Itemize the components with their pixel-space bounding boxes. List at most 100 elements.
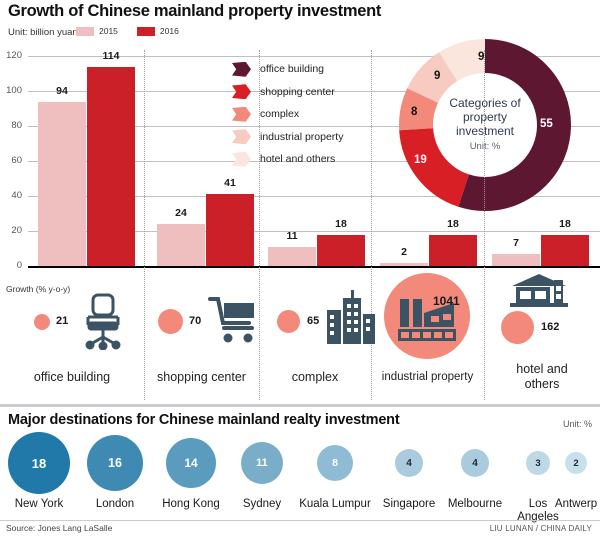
category-legend-label: complex <box>260 108 300 121</box>
footer-divider <box>0 520 600 521</box>
growth-cell-complex: 65 <box>259 282 375 358</box>
bottom-unit-label: Unit: % <box>562 419 592 429</box>
buildings-icon <box>325 290 377 351</box>
growth-value-industrial-property: 1041 <box>433 294 460 308</box>
gridline-80 <box>28 126 600 127</box>
destination-value: 14 <box>184 456 198 470</box>
ytick-80: 80 <box>11 120 22 131</box>
destination-value: 8 <box>332 457 338 469</box>
destination-london: 16 London <box>78 432 152 514</box>
hotel-icon <box>510 274 568 313</box>
gridline-120 <box>28 56 600 57</box>
growth-cell-office-building: 21 <box>0 282 144 358</box>
bar-value-2015-industrial-property: 2 <box>401 246 407 258</box>
destination-sydney: 11 Sydney <box>230 432 294 514</box>
factory-icon <box>398 295 456 346</box>
donut-value-industrial-property: 9 <box>434 70 441 82</box>
column-separator-4 <box>484 50 485 400</box>
destination-bubble: 11 <box>241 442 283 484</box>
destination-name: Hong Kong <box>162 498 220 510</box>
marker-shopping-center-icon <box>232 84 251 100</box>
category-name-text: industrial property <box>381 371 474 383</box>
growth-bubble-hotel-and-others <box>501 311 534 344</box>
growth-value-complex: 65 <box>307 315 320 327</box>
legend-label-2015: 2015 <box>99 26 118 36</box>
bar-2016-industrial-property <box>429 234 477 266</box>
column-separator-2 <box>259 50 260 400</box>
bar-2015-office-building <box>38 101 86 266</box>
ytick-100: 100 <box>6 85 22 96</box>
bar-2016-office-building <box>87 66 135 266</box>
marker-hotel-and-others-icon <box>232 151 251 167</box>
destination-name: Los Angeles <box>517 498 559 523</box>
destination-los-angeles: 3 Los Angeles <box>508 432 568 523</box>
destination-name: New York <box>14 498 64 510</box>
office-chair-icon <box>76 292 130 355</box>
category-name-row: office building shopping center complex … <box>0 358 600 402</box>
gridline-20 <box>28 231 600 232</box>
growth-axis-label: Growth (% y-o-y) <box>6 284 71 294</box>
section-divider <box>0 404 600 407</box>
page-title: Growth of Chinese mainland property inve… <box>8 2 382 20</box>
ytick-120: 120 <box>6 50 22 61</box>
category-name-text: complex <box>291 370 339 384</box>
category-legend-label: office building <box>260 63 325 76</box>
destination-name: London <box>95 498 135 510</box>
destination-value: 4 <box>406 457 412 469</box>
donut-title-line3: investment <box>455 123 515 138</box>
category-name-text-2: others <box>524 376 560 391</box>
category-legend-item-complex: complex <box>232 103 343 126</box>
bar-value-2015-shopping-center: 24 <box>175 207 187 219</box>
destination-value: 16 <box>108 456 122 470</box>
category-name-text: hotel and <box>516 362 568 376</box>
category-name-complex: complex <box>259 370 371 385</box>
category-legend-label: hotel and others <box>260 153 336 166</box>
legend-label-2016: 2016 <box>159 26 179 36</box>
column-separator-3 <box>371 50 372 400</box>
destination-name: Kuala Lumpur <box>299 498 371 510</box>
growth-cell-shopping-center: 70 <box>144 282 259 358</box>
category-legend-label: industrial property <box>260 130 344 143</box>
donut-title-line2: property <box>462 110 508 125</box>
shopping-cart-icon <box>208 294 258 349</box>
category-legend-item-industrial-property: industrial property <box>232 126 343 149</box>
gridline-100 <box>28 91 600 92</box>
donut-svg <box>399 39 571 211</box>
destination-bubble: 14 <box>166 438 216 488</box>
x-axis-baseline <box>28 266 600 268</box>
destination-value: 3 <box>535 457 541 469</box>
bar-2015-complex <box>268 246 316 266</box>
donut-value-shopping-center: 19 <box>414 154 427 166</box>
ytick-0: 0 <box>16 260 22 271</box>
destination-antwerp: 2 Antwerp <box>552 432 600 514</box>
bar-2016-shopping-center <box>206 194 254 266</box>
destination-name: Singapore <box>382 498 436 510</box>
destination-bubble: 4 <box>461 449 489 477</box>
bar-2015-industrial-property <box>380 262 428 266</box>
ytick-60: 60 <box>11 155 22 166</box>
growth-value-shopping-center: 70 <box>189 315 202 327</box>
donut-unit-label: Unit: % <box>469 140 501 152</box>
legend-swatch-2016 <box>136 26 155 36</box>
marker-industrial-property-icon <box>232 129 251 145</box>
destination-singapore: 4 Singapore <box>376 432 442 514</box>
category-name-shopping-center: shopping center <box>144 370 259 385</box>
marker-office-building-icon <box>232 61 251 77</box>
bar-chart: 120 100 80 60 40 20 0 94 114 24 41 11 18… <box>0 44 600 278</box>
growth-cell-industrial-property: 1041 <box>371 273 484 359</box>
destination-hong-kong: 14 Hong Kong <box>152 432 230 514</box>
bar-2015-hotel-and-others <box>492 253 540 266</box>
legend-swatch-2015 <box>76 26 94 36</box>
growth-bubble-complex <box>277 310 300 333</box>
bar-2015-shopping-center <box>157 224 205 266</box>
destination-bubble: 4 <box>395 449 423 477</box>
gridline-40 <box>28 196 600 197</box>
bar-value-2016-office-building: 114 <box>102 50 120 62</box>
bar-value-2015-office-building: 94 <box>56 85 68 97</box>
credit-label: LIU LUNAN / CHINA DAILY <box>489 524 592 533</box>
ytick-20: 20 <box>11 225 22 236</box>
bar-value-2016-industrial-property: 18 <box>447 218 459 230</box>
category-legend-item-shopping-center: shopping center <box>232 81 343 104</box>
bottom-section-title: Major destinations for Chinese mainland … <box>8 412 400 428</box>
destination-value: 2 <box>573 457 579 469</box>
